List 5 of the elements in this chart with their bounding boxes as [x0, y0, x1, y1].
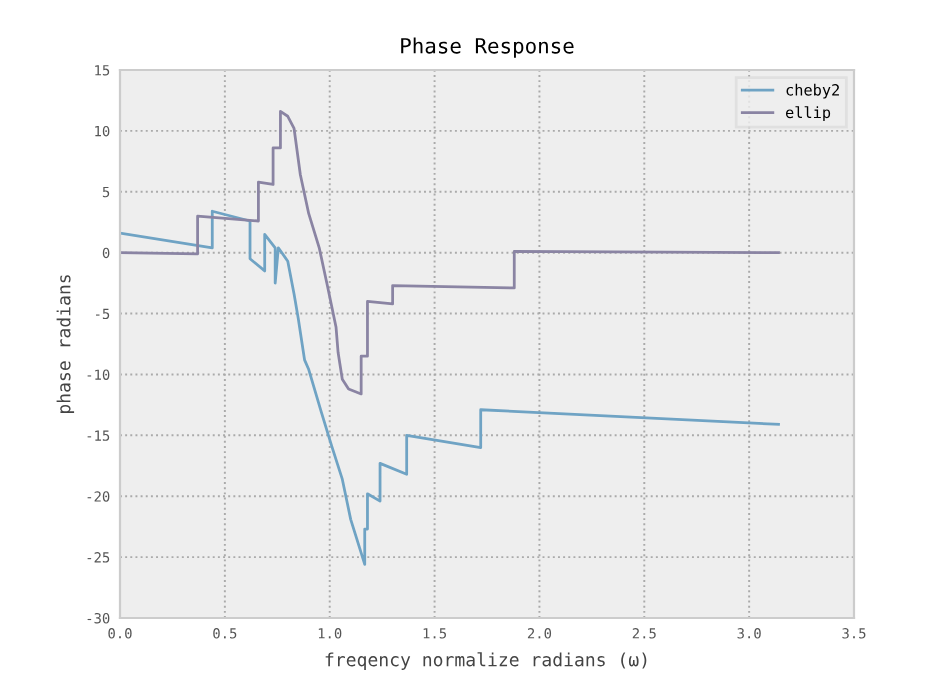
- line-series: [120, 110, 780, 396]
- x-axis-title: freqency normalize radians (ω): [325, 652, 647, 670]
- y-axis-title: phase radians: [56, 275, 75, 413]
- line-series: [120, 209, 780, 566]
- chart-title: Phase Response: [401, 37, 574, 58]
